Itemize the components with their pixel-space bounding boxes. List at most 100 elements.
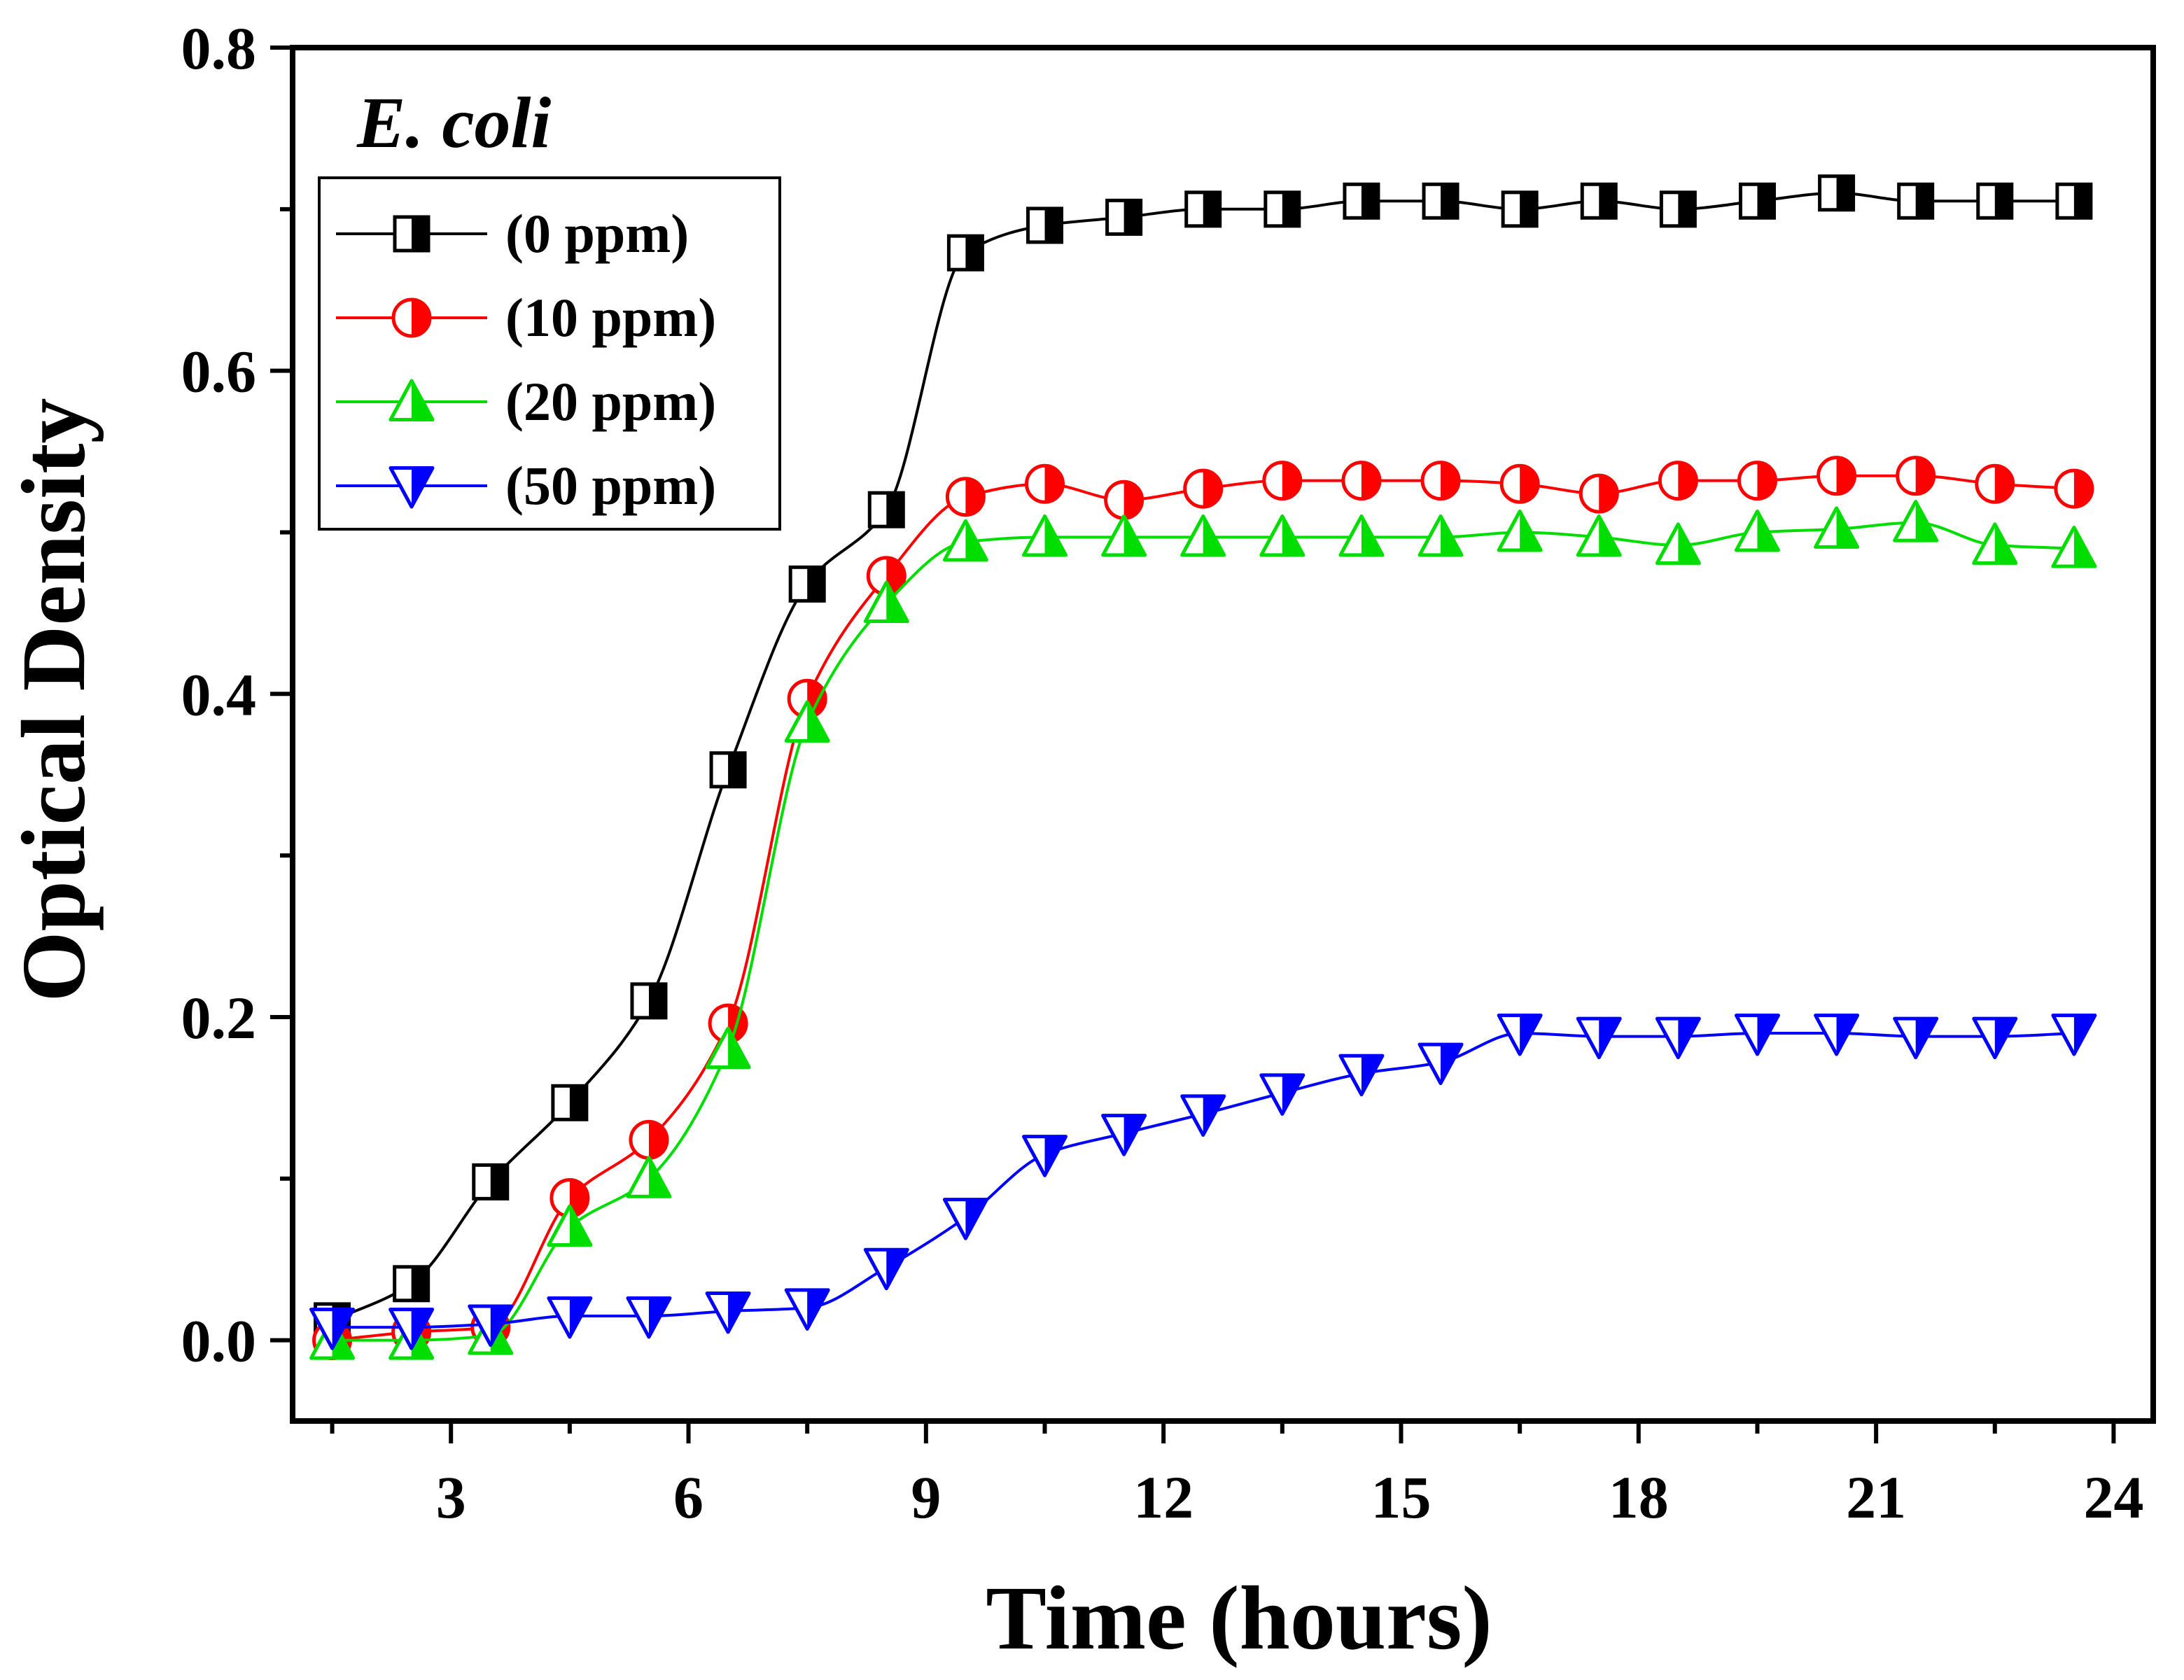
marker-outline — [1022, 1135, 1068, 1177]
marker-fill — [1124, 482, 1142, 519]
data-point-0-ppm — [1976, 182, 2014, 220]
marker-outline — [1262, 461, 1303, 501]
data-point-20-ppm — [1022, 514, 1068, 557]
organism-label: E. coli — [356, 83, 551, 163]
marker-fill — [648, 1121, 667, 1158]
data-point-50-ppm — [784, 1288, 830, 1331]
marker-fill — [1757, 184, 1774, 218]
data-point-20-ppm — [1734, 509, 1780, 552]
marker-outline — [551, 1084, 589, 1121]
marker-fill — [1441, 184, 1458, 218]
marker-outline — [1343, 182, 1380, 220]
marker-outline — [1180, 1094, 1226, 1137]
marker-outline — [2054, 468, 2094, 509]
marker-outline — [1659, 190, 1697, 228]
x-axis-title: Time (hours) — [986, 1568, 1492, 1669]
marker-fill — [1203, 470, 1222, 507]
data-point-10-ppm — [1262, 461, 1303, 501]
marker-fill — [886, 557, 905, 594]
data-point-10-ppm — [629, 1119, 669, 1160]
marker-fill — [965, 236, 983, 270]
marker-fill — [1678, 192, 1695, 226]
data-point-50-ppm — [1101, 1114, 1147, 1156]
marker-fill — [1044, 465, 1063, 503]
data-point-20-ppm — [2051, 526, 2097, 568]
legend-marker — [388, 466, 435, 509]
marker-outline — [1655, 1016, 1701, 1060]
data-point-50-ppm — [1734, 1014, 1780, 1056]
data-point-50-ppm — [388, 1308, 435, 1350]
legend-label: (50 ppm) — [505, 455, 716, 516]
marker-outline — [1499, 463, 1540, 504]
data-point-20-ppm — [1497, 509, 1543, 552]
marker-fill — [1599, 475, 1618, 512]
marker-outline — [1501, 190, 1539, 228]
data-point-50-ppm — [1814, 1014, 1860, 1056]
series-layer — [309, 174, 2097, 1361]
data-point-0-ppm — [2055, 182, 2093, 220]
data-point-50-ppm — [705, 1292, 751, 1334]
x-tick-label: 15 — [1371, 1464, 1431, 1531]
y-tick-label: 0.0 — [181, 1308, 257, 1375]
legend-label: (10 ppm) — [505, 287, 716, 348]
marker-outline — [784, 1288, 830, 1331]
marker-outline — [1734, 509, 1780, 552]
marker-outline — [1420, 461, 1461, 501]
data-point-10-ppm — [1975, 463, 2015, 504]
marker-outline — [1896, 456, 1936, 496]
marker-outline — [1734, 1014, 1780, 1056]
marker-fill — [1520, 192, 1537, 226]
marker-outline — [1576, 1016, 1622, 1060]
marker-outline — [1975, 463, 2015, 504]
marker-fill — [1044, 208, 1062, 242]
marker-fill — [1836, 457, 1855, 494]
data-point-20-ppm — [1893, 500, 1939, 542]
data-point-0-ppm — [393, 1265, 430, 1303]
marker-fill — [1915, 184, 1933, 218]
marker-fill — [1361, 184, 1378, 218]
data-point-20-ppm — [784, 700, 830, 743]
marker-outline — [705, 1292, 751, 1334]
marker-fill — [1203, 192, 1220, 226]
data-point-0-ppm — [1264, 190, 1301, 228]
data-point-0-ppm — [1818, 174, 1856, 212]
marker-outline — [388, 466, 435, 509]
data-point-20-ppm — [547, 1204, 593, 1247]
marker-outline — [1022, 514, 1068, 557]
x-tick-label: 6 — [673, 1464, 704, 1531]
marker-fill — [1124, 200, 1141, 234]
data-point-10-ppm — [1658, 461, 1698, 501]
legend-item-50-ppm: (50 ppm) — [336, 455, 716, 516]
marker-outline — [1972, 522, 2018, 565]
data-point-0-ppm — [1184, 190, 1222, 228]
marker-fill — [965, 478, 984, 515]
data-point-50-ppm — [1180, 1094, 1226, 1137]
marker-fill — [569, 1180, 588, 1217]
data-point-0-ppm — [1659, 190, 1697, 228]
marker-outline — [1818, 174, 1856, 212]
series-0-ppm — [314, 174, 2093, 1340]
marker-outline — [1655, 522, 1701, 565]
marker-fill — [2073, 470, 2092, 507]
data-point-50-ppm — [863, 1247, 909, 1291]
marker-outline — [472, 1163, 510, 1200]
marker-fill — [1361, 462, 1380, 499]
marker-fill — [728, 752, 746, 787]
x-tick-label: 24 — [2083, 1464, 2143, 1531]
marker-outline — [1576, 514, 1622, 557]
plot-frame — [290, 45, 2156, 1424]
marker-outline — [1026, 206, 1064, 244]
marker-outline — [1259, 514, 1306, 557]
series-line-20-ppm — [332, 521, 2074, 1342]
marker-outline — [1578, 473, 1619, 514]
data-point-0-ppm — [1026, 206, 1064, 244]
data-point-50-ppm — [1259, 1073, 1306, 1116]
marker-outline — [626, 1296, 672, 1339]
marker-outline — [468, 1312, 514, 1355]
data-point-50-ppm — [547, 1296, 593, 1339]
data-point-50-ppm — [1655, 1016, 1701, 1060]
tick-labels: 3 6 9 12 15 18 21 24 0.0 0.2 0.4 0.6 0.8 — [181, 15, 2144, 1531]
marker-outline — [942, 1198, 988, 1240]
data-point-50-ppm — [626, 1296, 672, 1339]
